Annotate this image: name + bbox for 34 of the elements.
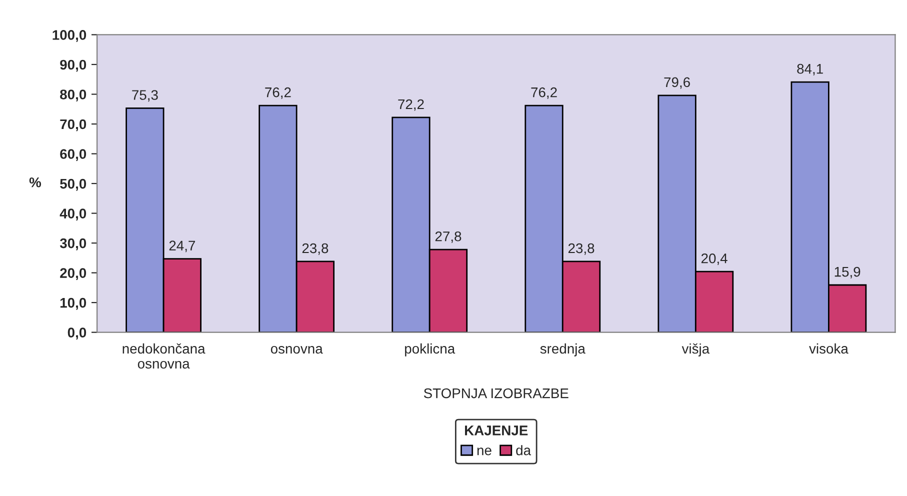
y-tick-label: 70,0: [60, 119, 86, 132]
y-tick-label: 50,0: [60, 178, 86, 191]
data-label: 23,8: [302, 243, 328, 255]
legend-label: ne: [477, 448, 492, 456]
x-tick-label: nedokončana osnovna: [122, 343, 206, 369]
x-tick-label: srednja: [540, 343, 586, 356]
data-label: 23,8: [568, 243, 594, 255]
data-label: 20,4: [701, 253, 728, 265]
y-tick-label: 30,0: [60, 238, 86, 250]
data-label: 76,2: [531, 87, 557, 99]
y-tick-label: 60,0: [60, 149, 86, 161]
x-tick-label: visoka: [809, 343, 848, 354]
y-tick-label: 40,0: [60, 208, 86, 220]
data-label: 72,2: [398, 99, 424, 111]
x-axis-title: STOPNJA IZOBRAZBE: [424, 388, 568, 398]
y-tick-label: 90,0: [60, 60, 86, 72]
y-tick-label: 100,0: [52, 30, 86, 42]
y-tick-label: 80,0: [60, 90, 86, 102]
data-label: 84,1: [797, 64, 823, 76]
x-tick-label: osnovna: [270, 346, 323, 354]
legend-title: KAJENJE: [465, 426, 528, 436]
data-label: 24,7: [169, 240, 196, 252]
data-label: 75,3: [132, 90, 158, 102]
legend-label: da: [516, 445, 532, 456]
data-label: 27,8: [435, 231, 462, 243]
data-label: 15,9: [834, 266, 860, 278]
y-tick-label: 10,0: [60, 298, 86, 310]
data-label: 76,2: [265, 87, 291, 99]
y-tick-label: 0,0: [68, 328, 86, 340]
x-tick-label: višja: [682, 343, 710, 356]
x-tick-label: poklicna: [405, 343, 456, 356]
y-axis-title: %: [29, 177, 42, 188]
data-label: 79,6: [664, 77, 690, 89]
y-tick-label: 20,0: [60, 268, 86, 280]
